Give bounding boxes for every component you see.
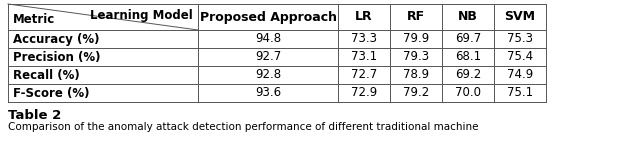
Text: Comparison of the anomaly attack detection performance of different traditional : Comparison of the anomaly attack detecti… [8, 122, 479, 132]
Text: SVM: SVM [504, 10, 536, 24]
Text: 79.2: 79.2 [403, 86, 429, 100]
Text: 94.8: 94.8 [255, 32, 281, 45]
Text: Table 2: Table 2 [8, 109, 61, 122]
Text: 92.7: 92.7 [255, 51, 281, 63]
Text: 75.3: 75.3 [507, 32, 533, 45]
Text: 72.7: 72.7 [351, 69, 377, 82]
Text: 73.1: 73.1 [351, 51, 377, 63]
Text: F-Score (%): F-Score (%) [13, 86, 90, 100]
Text: 70.0: 70.0 [455, 86, 481, 100]
Text: RF: RF [407, 10, 425, 24]
Text: Precision (%): Precision (%) [13, 51, 100, 63]
Text: 69.2: 69.2 [455, 69, 481, 82]
Text: 78.9: 78.9 [403, 69, 429, 82]
Text: NB: NB [458, 10, 478, 24]
Text: 93.6: 93.6 [255, 86, 281, 100]
Text: LR: LR [355, 10, 373, 24]
Text: Learning Model: Learning Model [90, 9, 193, 22]
Text: Recall (%): Recall (%) [13, 69, 80, 82]
Text: 72.9: 72.9 [351, 86, 377, 100]
Text: 79.9: 79.9 [403, 32, 429, 45]
Text: Proposed Approach: Proposed Approach [200, 10, 337, 24]
Text: 75.4: 75.4 [507, 51, 533, 63]
Text: Accuracy (%): Accuracy (%) [13, 32, 99, 45]
Text: 69.7: 69.7 [455, 32, 481, 45]
Text: 79.3: 79.3 [403, 51, 429, 63]
Text: 74.9: 74.9 [507, 69, 533, 82]
Text: 92.8: 92.8 [255, 69, 281, 82]
Text: Metric: Metric [13, 13, 55, 26]
Text: 75.1: 75.1 [507, 86, 533, 100]
Text: 73.3: 73.3 [351, 32, 377, 45]
Text: 68.1: 68.1 [455, 51, 481, 63]
